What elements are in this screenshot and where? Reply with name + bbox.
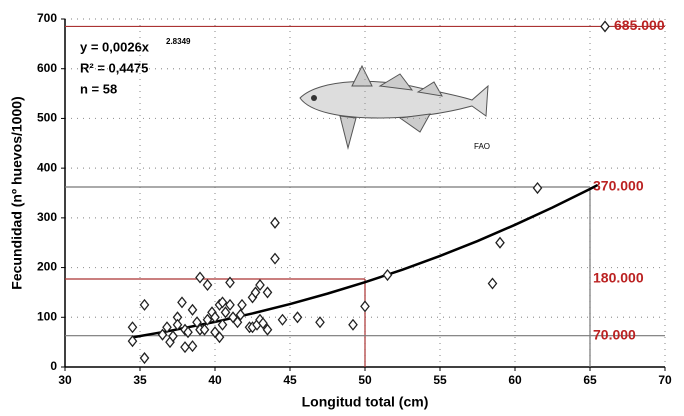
x-tick-label: 45: [283, 373, 297, 387]
data-point: [382, 268, 393, 282]
data-point: [217, 296, 228, 309]
y-tick-label: 200: [37, 260, 57, 274]
data-point: [187, 340, 198, 353]
x-tick-label: 55: [433, 373, 447, 387]
data-point: [232, 316, 243, 329]
data-point: [183, 326, 193, 339]
data-point: [237, 298, 247, 311]
x-tick-label: 30: [58, 373, 72, 387]
data-point: [180, 341, 190, 354]
y-tick-label: 600: [37, 61, 57, 75]
data-point: [127, 335, 138, 348]
data-point: [532, 181, 543, 195]
r-squared: R² = 0,4475: [80, 60, 148, 75]
data-point: [202, 278, 213, 292]
data-point: [210, 311, 220, 324]
data-point: [270, 216, 280, 229]
data-point: [315, 316, 325, 329]
data-point: [168, 330, 178, 343]
y-tick-label: 400: [37, 160, 57, 174]
data-point: [600, 20, 610, 33]
data-point: [217, 318, 228, 331]
data-point: [157, 328, 168, 341]
x-tick-label: 50: [358, 373, 372, 387]
y-axis-label: Fecundidad (nº huevos/1000): [9, 96, 25, 289]
data-point: [262, 286, 273, 299]
x-tick-label: 35: [133, 373, 147, 387]
data-point: [139, 352, 150, 365]
data-point: [360, 300, 370, 313]
fish-illustration: FAO: [299, 64, 490, 151]
y-tick-label: 100: [37, 309, 57, 323]
data-point: [495, 236, 505, 249]
data-point: [195, 271, 205, 284]
data-point: [139, 298, 150, 311]
data-point: [255, 278, 265, 292]
data-point: [187, 303, 198, 316]
data-point: [258, 317, 268, 330]
data-point: [235, 308, 246, 321]
data-point: [225, 276, 235, 289]
y-tick-label: 700: [37, 11, 57, 25]
y-tick-label: 500: [37, 111, 57, 125]
data-point: [127, 321, 138, 334]
data-point: [172, 318, 183, 331]
data-point: [162, 321, 172, 334]
x-tick-label: 40: [208, 373, 222, 387]
data-point: [192, 316, 202, 329]
data-point: [270, 252, 280, 265]
sample-size: n = 58: [80, 81, 117, 96]
data-point: [214, 331, 225, 344]
reference-label: 370.000: [593, 178, 644, 194]
data-point: [487, 277, 498, 290]
data-point: [202, 313, 213, 326]
x-tick-label: 70: [658, 373, 672, 387]
reference-label: 685.000: [614, 17, 665, 33]
y-tick-label: 0: [50, 359, 57, 373]
image-credit: FAO: [474, 142, 490, 151]
data-point: [292, 311, 303, 324]
x-tick-label: 65: [583, 373, 597, 387]
equation: y = 0,0026x: [80, 39, 150, 54]
x-tick-label: 60: [508, 373, 522, 387]
reference-label: 180.000: [593, 270, 644, 286]
data-point: [348, 318, 358, 331]
data-point: [277, 313, 288, 326]
data-point: [250, 286, 261, 299]
data-point: [199, 323, 210, 336]
data-point: [262, 323, 273, 336]
y-tick-label: 300: [37, 210, 57, 224]
data-point: [220, 306, 231, 319]
equation-exponent: 2.8349: [166, 37, 191, 46]
data-point: [177, 296, 187, 309]
reference-label: 70.000: [593, 326, 636, 342]
x-axis-label: Longitud total (cm): [302, 394, 429, 410]
data-point: [225, 298, 235, 311]
